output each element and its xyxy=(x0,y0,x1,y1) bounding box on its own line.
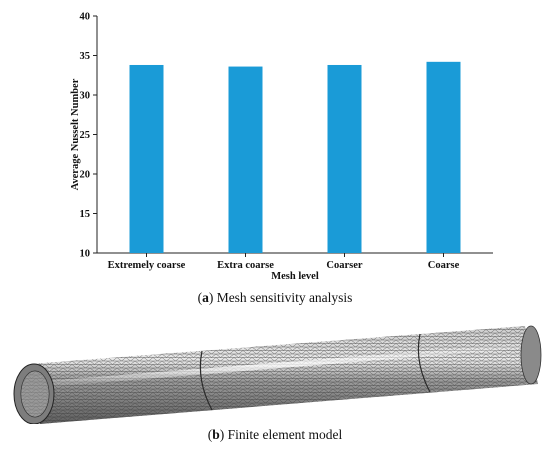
y-tick-label: 15 xyxy=(80,209,91,220)
segment-seam-2 xyxy=(417,333,431,393)
mesh-sensitivity-chart-panel: 10 15 20 25 30 35 40 Extremely coarse Extra coar… xyxy=(70,12,493,282)
bar xyxy=(228,66,263,253)
x-tick-label: Extra coarse xyxy=(217,260,274,271)
mesh-sensitivity-chart: 10 15 20 25 30 35 40 Extremely coarse Extra coar… xyxy=(70,12,493,282)
bar xyxy=(426,61,461,253)
finite-element-model-panel xyxy=(0,312,550,454)
y-tick-label: 35 xyxy=(80,51,91,62)
caption-b: (b) Finite element model xyxy=(207,427,343,442)
tube-mesh-overlay xyxy=(30,326,538,424)
x-tick-label: Extremely coarse xyxy=(108,260,186,271)
tube-near-end-shade xyxy=(21,371,49,417)
y-tick-label: 10 xyxy=(80,249,91,260)
tube-far-end xyxy=(520,325,542,385)
caption-a: (a) Mesh sensitivity analysis xyxy=(197,290,353,305)
x-tick-label: Coarser xyxy=(326,260,362,271)
y-tick-label: 25 xyxy=(80,130,91,141)
bar xyxy=(129,64,164,253)
bar xyxy=(327,64,362,253)
caption-b-letter: b xyxy=(212,427,220,442)
x-tick-label: Coarse xyxy=(428,260,460,271)
y-axis-label: Average Nusselt Number xyxy=(70,78,81,190)
caption-b-text: Finite element model xyxy=(224,427,343,442)
y-tick-label: 20 xyxy=(80,170,91,181)
finite-element-mesh-image xyxy=(13,325,542,425)
x-axis-label: Mesh level xyxy=(271,271,319,282)
tube-near-end-inner xyxy=(20,370,50,418)
caption-a-text: Mesh sensitivity analysis xyxy=(213,290,353,305)
segment-seam-1 xyxy=(199,350,213,411)
caption-a-letter: a xyxy=(202,290,209,305)
y-tick-label: 30 xyxy=(80,91,91,102)
y-tick-label: 40 xyxy=(80,12,91,23)
tube-highlight xyxy=(32,343,529,388)
